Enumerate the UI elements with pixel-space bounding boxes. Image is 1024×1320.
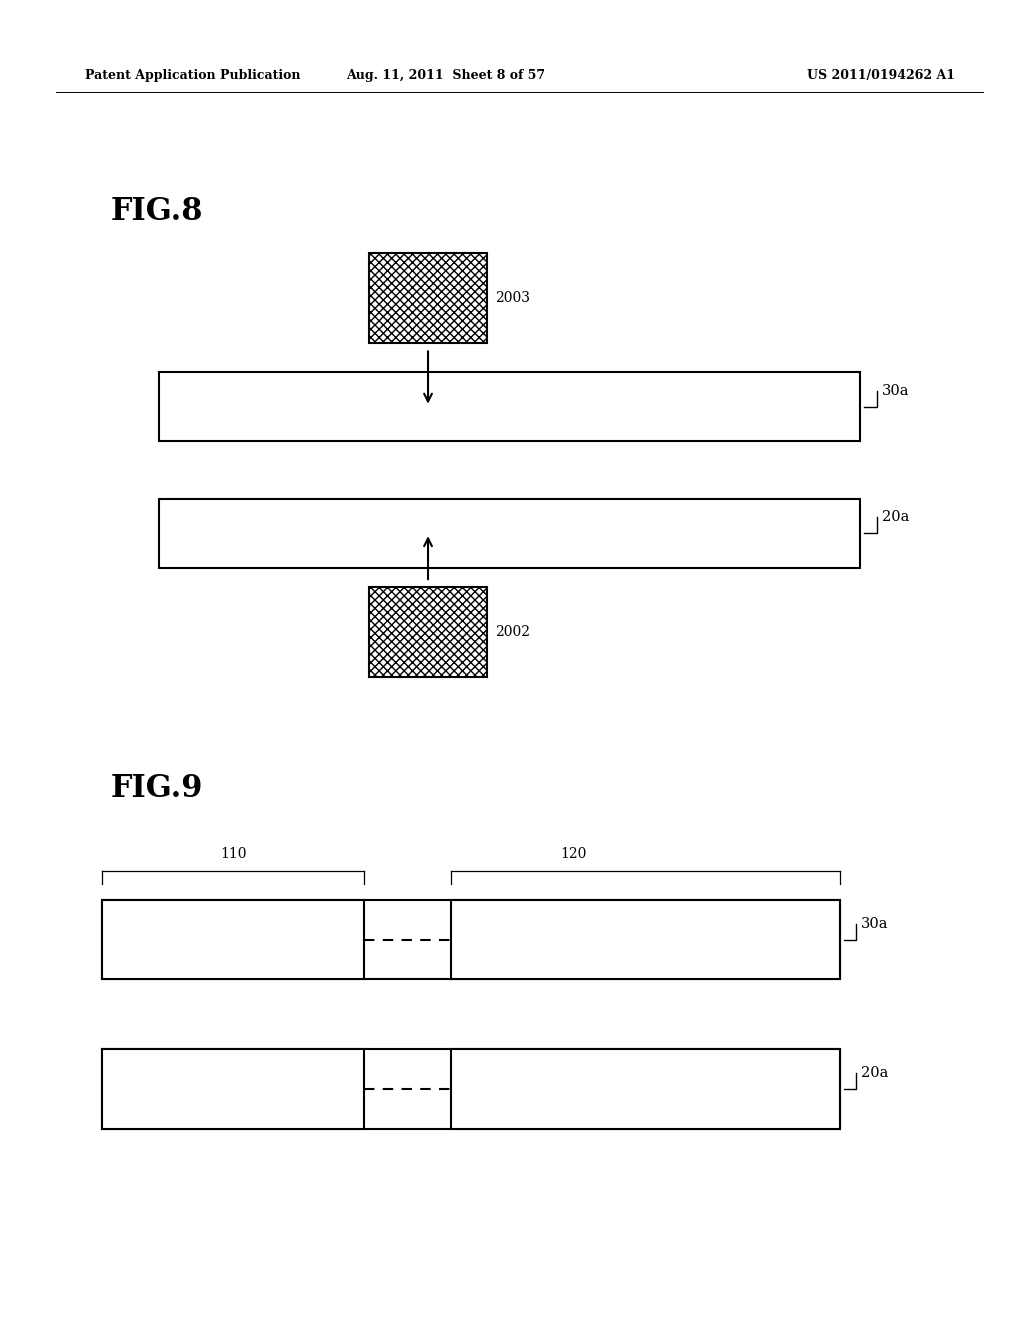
Bar <box>451 900 840 979</box>
Text: 30a: 30a <box>882 384 909 397</box>
Text: 2003: 2003 <box>496 292 530 305</box>
Text: 2002: 2002 <box>496 626 530 639</box>
Bar <box>102 900 364 979</box>
Bar <box>369 253 487 343</box>
Text: 110: 110 <box>220 846 247 861</box>
Text: FIG.9: FIG.9 <box>111 772 203 804</box>
Bar <box>102 1049 364 1129</box>
Bar <box>102 1049 840 1129</box>
Text: 30a: 30a <box>861 917 889 931</box>
Text: 20a: 20a <box>882 511 909 524</box>
Bar <box>369 587 487 677</box>
Text: FIG.8: FIG.8 <box>111 195 203 227</box>
Bar <box>159 372 860 441</box>
Text: Patent Application Publication: Patent Application Publication <box>85 69 300 82</box>
Bar <box>451 1049 840 1129</box>
Text: 120: 120 <box>560 846 587 861</box>
Text: Aug. 11, 2011  Sheet 8 of 57: Aug. 11, 2011 Sheet 8 of 57 <box>346 69 545 82</box>
Text: US 2011/0194262 A1: US 2011/0194262 A1 <box>807 69 954 82</box>
Bar <box>159 499 860 568</box>
Text: 20a: 20a <box>861 1067 889 1080</box>
Bar <box>102 900 840 979</box>
